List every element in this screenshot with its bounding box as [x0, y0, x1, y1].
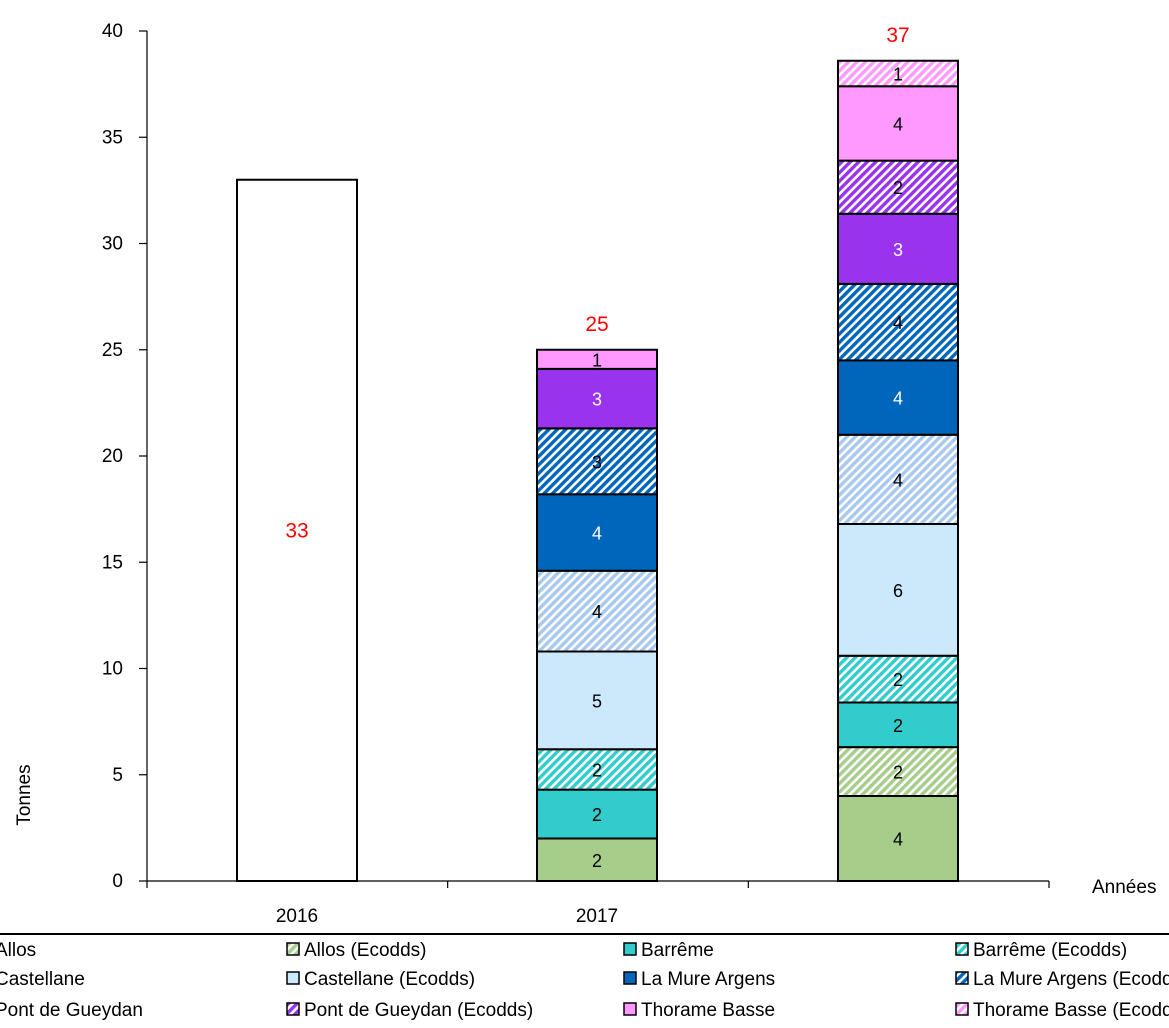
x-tick-label: 2016 [276, 906, 318, 927]
bar-segment [837, 433, 959, 525]
legend-label: Barrême [641, 940, 714, 961]
bar-2016-total [236, 178, 358, 882]
bar-segment [837, 59, 959, 88]
legend-item: Thorame Basse [623, 1000, 775, 1021]
segment-value-label: 4 [592, 602, 602, 622]
bar-segment [837, 654, 959, 704]
legend-item: La Mure Argens [623, 969, 775, 990]
segment-value-label: 6 [893, 581, 903, 601]
legend-label: Barrême (Ecodds) [973, 940, 1127, 961]
legend-label: Allos [0, 940, 36, 961]
legend-swatch [955, 971, 969, 985]
legend-swatch [286, 971, 300, 985]
y-tick-label: 5 [112, 765, 123, 786]
segment-value-label: 3 [592, 390, 602, 410]
legend-swatch [623, 942, 637, 956]
bar-segment [837, 523, 959, 657]
legend-label: Pont de Gueydan (Ecodds) [304, 1000, 533, 1021]
segment-value-label: 3 [893, 240, 903, 260]
legend-item: Barrême (Ecodds) [955, 940, 1127, 961]
bar-segment [837, 85, 959, 162]
bar-segment [837, 282, 959, 362]
segment-value-label: 2 [893, 763, 903, 783]
y-tick-label: 15 [102, 552, 123, 573]
bar-segment [536, 748, 658, 791]
legend-swatch [286, 1002, 300, 1016]
x-axis-title: Années [1092, 877, 1156, 898]
bar-segment [536, 427, 658, 496]
segment-value-label: 1 [893, 65, 903, 85]
segment-value-label: 4 [893, 830, 903, 850]
segment-value-label: 2 [592, 851, 602, 871]
legend-label: La Mure Argens (Ecodds) [973, 969, 1169, 990]
segment-value-label: 4 [893, 389, 903, 409]
bar-total-label: 37 [886, 24, 909, 47]
legend-swatch [623, 1002, 637, 1016]
bar-segment [536, 569, 658, 653]
legend-item: Barrême [623, 940, 714, 961]
legend-label: Castellane (Ecodds) [304, 969, 475, 990]
segment-value-label: 1 [592, 350, 602, 370]
legend-item: Castellane (Ecodds) [286, 969, 475, 990]
legend-swatch [286, 942, 300, 956]
segment-value-label: 2 [592, 805, 602, 825]
x-tick-label: 2017 [576, 906, 618, 927]
legend-item: Pont de Gueydan [0, 1000, 143, 1021]
bar-total-label: 25 [585, 313, 608, 336]
legend-item: Castellane [0, 969, 85, 990]
legend-label: Thorame Basse [641, 1000, 775, 1021]
legend: Allos Allos (Ecodds) Barrême Barrême (Ecodd… [0, 940, 1169, 1021]
segment-value-label: 3 [592, 452, 602, 472]
segment-value-label: 2 [893, 716, 903, 736]
segment-value-label: 2 [893, 178, 903, 198]
bar-segment [837, 701, 959, 749]
y-tick-label: 40 [102, 21, 123, 42]
legend-item: La Mure Argens (Ecodds) [955, 969, 1169, 990]
bar-segment [536, 348, 658, 370]
y-tick-label: 10 [102, 659, 123, 680]
bar-segment [536, 788, 658, 840]
legend-label: Thorame Basse (Ecodds) [973, 1000, 1169, 1021]
bar-segment [837, 212, 959, 285]
legend-swatch [955, 1002, 969, 1016]
legend-item: Allos [0, 940, 36, 961]
legend-label: La Mure Argens [641, 969, 775, 990]
bar-segment [837, 359, 959, 436]
segment-value-label: 4 [893, 114, 903, 134]
bar-segment [837, 159, 959, 215]
y-tick-label: 20 [102, 446, 123, 467]
legend-label: Castellane [0, 969, 85, 990]
segment-value-label: 2 [592, 760, 602, 780]
y-tick-label: 0 [112, 871, 123, 892]
legend-swatch [955, 942, 969, 956]
legend-swatch [623, 971, 637, 985]
legend-label: Allos (Ecodds) [304, 940, 427, 961]
segment-value-label: 4 [893, 313, 903, 333]
y-tick-label: 25 [102, 340, 123, 361]
segment-value-label: 4 [592, 524, 602, 544]
bar-segment [837, 795, 959, 882]
x-axis: 2016 2017 [146, 880, 1050, 927]
legend-label: Pont de Gueydan [0, 1000, 143, 1021]
bar-total-label: 33 [285, 519, 308, 542]
y-tick-label: 30 [102, 234, 123, 255]
legend-item: Allos (Ecodds) [286, 940, 427, 961]
y-tick-label: 35 [102, 127, 123, 148]
segment-value-label: 2 [893, 670, 903, 690]
legend-item: Thorame Basse (Ecodds) [955, 1000, 1169, 1021]
y-axis-title: Tonnes [14, 764, 35, 825]
legend-item: Pont de Gueydan (Ecodds) [286, 1000, 533, 1021]
bar-segment [837, 746, 959, 797]
bar-segment [536, 650, 658, 751]
y-axis: 0 5 10 15 20 25 30 35 40 [102, 21, 148, 892]
segment-value-label: 5 [592, 691, 602, 711]
segment-value-label: 4 [893, 470, 903, 490]
bars [236, 59, 959, 882]
